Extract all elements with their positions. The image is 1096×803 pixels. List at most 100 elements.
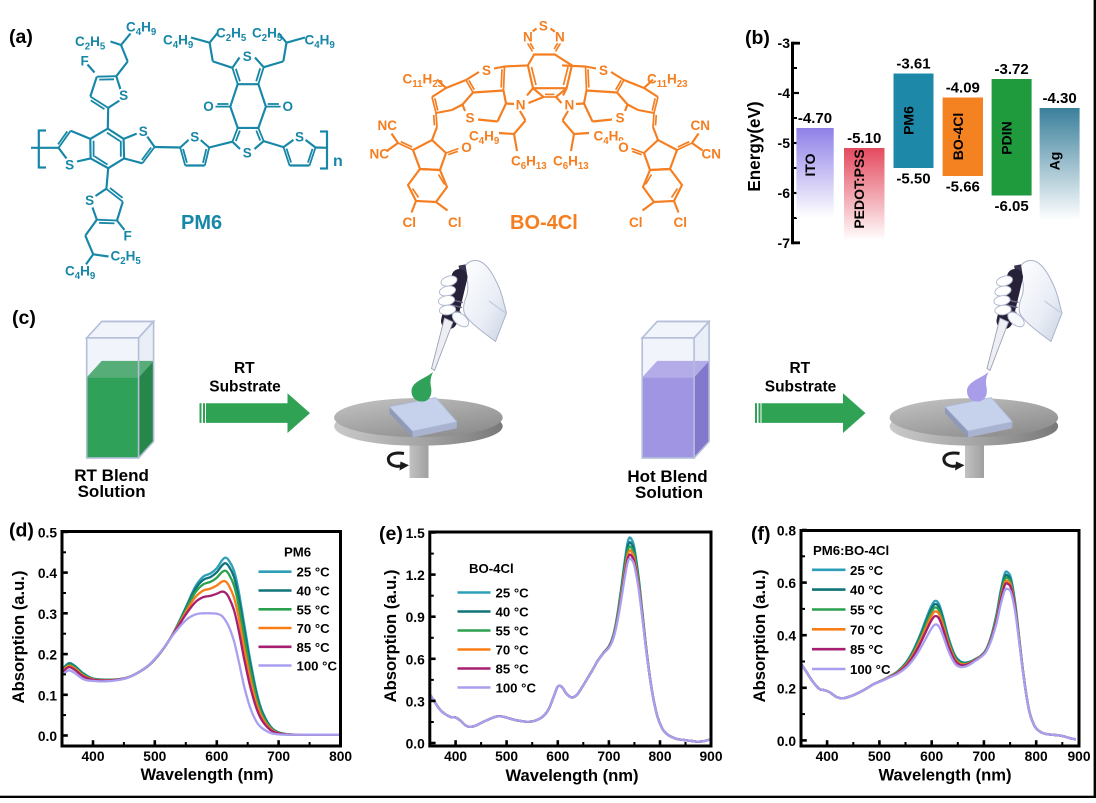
svg-text:(e): (e) (379, 523, 403, 545)
svg-text:Solution: Solution (635, 483, 703, 502)
svg-text:1.5: 1.5 (406, 526, 426, 541)
svg-text:400: 400 (444, 749, 467, 764)
svg-text:600: 600 (546, 749, 569, 764)
svg-text:400: 400 (816, 749, 839, 764)
svg-text:40 °C: 40 °C (850, 583, 884, 598)
svg-text:25 °C: 25 °C (850, 563, 884, 578)
svg-text:Substrate: Substrate (765, 379, 837, 396)
svg-text:N: N (523, 29, 533, 44)
svg-text:-6.05: -6.05 (994, 198, 1028, 215)
svg-text:85 °C: 85 °C (297, 640, 331, 655)
svg-text:0.3: 0.3 (406, 694, 426, 709)
svg-text:O: O (282, 99, 293, 114)
svg-text:800: 800 (329, 749, 352, 764)
svg-text:0.4: 0.4 (777, 629, 797, 644)
svg-text:PM6:BO-4Cl: PM6:BO-4Cl (813, 543, 889, 558)
svg-text:S: S (482, 63, 491, 78)
svg-text:n: n (333, 153, 343, 170)
svg-text:-6: -6 (778, 185, 791, 201)
svg-text:55 °C: 55 °C (297, 602, 331, 617)
svg-text:0.6: 0.6 (406, 652, 426, 667)
svg-text:S: S (295, 129, 304, 144)
svg-text:55 °C: 55 °C (850, 603, 884, 618)
svg-text:S: S (465, 110, 474, 125)
svg-text:O: O (203, 99, 214, 114)
svg-text:500: 500 (143, 749, 166, 764)
svg-text:-3.61: -3.61 (896, 56, 930, 73)
svg-text:0.4: 0.4 (38, 566, 58, 581)
svg-text:900: 900 (699, 749, 722, 764)
svg-text:Wavelength (nm): Wavelength (nm) (878, 766, 1011, 785)
svg-text:CN: CN (702, 147, 722, 162)
svg-text:0.0: 0.0 (406, 737, 426, 752)
svg-text:0.9: 0.9 (406, 610, 426, 625)
svg-text:-3.72: -3.72 (994, 61, 1028, 78)
svg-text:700: 700 (597, 749, 620, 764)
svg-text:O: O (618, 140, 629, 155)
svg-text:F: F (124, 229, 132, 244)
svg-text:40 °C: 40 °C (297, 584, 331, 599)
svg-text:500: 500 (868, 749, 891, 764)
svg-text:Absorption (a.u.): Absorption (a.u.) (750, 570, 769, 703)
svg-text:BO-4Cl: BO-4Cl (469, 561, 514, 576)
svg-text:-5.66: -5.66 (946, 179, 980, 196)
svg-text:40 °C: 40 °C (496, 605, 530, 620)
svg-text:-4.30: -4.30 (1042, 90, 1076, 107)
svg-text:-4: -4 (778, 85, 791, 101)
svg-text:Solution: Solution (78, 482, 146, 501)
svg-text:(a): (a) (9, 26, 33, 48)
svg-text:CN: CN (691, 118, 711, 133)
svg-text:1.2: 1.2 (406, 568, 426, 583)
svg-text:25 °C: 25 °C (297, 565, 331, 580)
svg-text:0.3: 0.3 (38, 607, 58, 622)
svg-text:PEDOT:PSS: PEDOT:PSS (851, 149, 867, 228)
svg-text:0.1: 0.1 (38, 688, 58, 703)
svg-text:NC: NC (370, 147, 390, 162)
svg-text:Wavelength (nm): Wavelength (nm) (505, 766, 638, 785)
svg-text:100 °C: 100 °C (496, 681, 537, 696)
svg-text:(b): (b) (745, 27, 770, 49)
svg-text:Wavelength (nm): Wavelength (nm) (140, 765, 273, 784)
svg-text:Substrate: Substrate (209, 379, 281, 396)
svg-text:0.8: 0.8 (777, 524, 797, 539)
svg-text:S: S (539, 18, 548, 33)
svg-text:-4.70: -4.70 (798, 110, 832, 127)
svg-text:ITO: ITO (802, 153, 818, 176)
svg-text:-4.09: -4.09 (946, 80, 980, 97)
svg-text:N: N (516, 97, 526, 112)
svg-text:0.0: 0.0 (38, 729, 58, 744)
svg-text:PM6: PM6 (284, 545, 311, 560)
svg-text:Cl: Cl (674, 215, 688, 230)
svg-text:BO-4Cl: BO-4Cl (950, 113, 966, 160)
svg-text:NC: NC (378, 118, 398, 133)
svg-text:900: 900 (1067, 749, 1090, 764)
svg-text:-3: -3 (778, 35, 791, 51)
svg-text:0.2: 0.2 (38, 648, 58, 663)
svg-text:S: S (119, 88, 128, 103)
svg-text:0.2: 0.2 (777, 681, 797, 696)
svg-text:Energy(eV): Energy(eV) (745, 101, 764, 191)
svg-text:F: F (81, 54, 89, 69)
svg-text:Ag: Ag (1047, 152, 1063, 171)
svg-text:55 °C: 55 °C (496, 624, 530, 639)
svg-text:0.0: 0.0 (777, 734, 797, 749)
svg-text:S: S (139, 124, 148, 139)
svg-text:N: N (565, 97, 575, 112)
svg-text:0.5: 0.5 (38, 525, 58, 540)
svg-text:(d): (d) (9, 520, 34, 542)
svg-text:85 °C: 85 °C (850, 642, 884, 657)
svg-text:100 °C: 100 °C (850, 662, 891, 677)
svg-text:-5.50: -5.50 (896, 171, 930, 188)
svg-text:PDIN: PDIN (999, 121, 1015, 154)
svg-text:Absorption (a.u.): Absorption (a.u.) (9, 571, 28, 704)
svg-text:Cl: Cl (403, 215, 417, 230)
svg-text:70 °C: 70 °C (297, 621, 331, 636)
svg-text:700: 700 (267, 749, 290, 764)
svg-text:O: O (461, 140, 472, 155)
svg-text:PM6: PM6 (901, 106, 917, 135)
svg-text:-5: -5 (778, 135, 791, 151)
svg-text:Cl: Cl (448, 215, 462, 230)
svg-text:S: S (615, 110, 624, 125)
svg-text:BO-4Cl: BO-4Cl (510, 212, 578, 234)
svg-text:S: S (243, 146, 252, 161)
